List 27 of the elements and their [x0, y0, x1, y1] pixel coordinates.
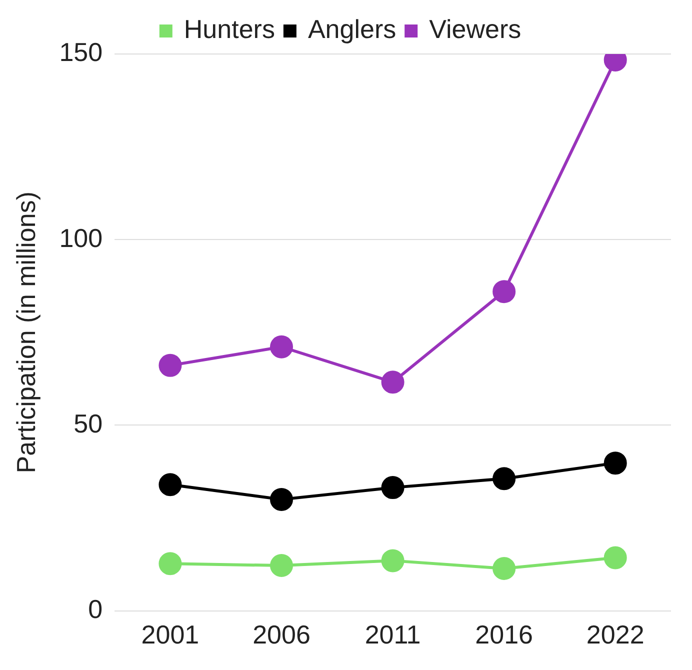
y-tick-label: 100 — [59, 222, 103, 253]
y-tick-label: 0 — [88, 594, 103, 624]
legend-label: Viewers — [429, 14, 522, 44]
x-tick-label: 2022 — [586, 620, 644, 650]
x-tick-label: 2001 — [141, 620, 200, 650]
legend-label: Anglers — [308, 14, 396, 44]
point — [492, 280, 516, 304]
x-tick-label: 2011 — [364, 620, 421, 650]
point — [381, 476, 404, 500]
point — [270, 335, 294, 358]
point — [604, 452, 627, 475]
legend-label: Hunters — [184, 14, 275, 44]
point — [381, 549, 404, 572]
y-tick-label: 150 — [59, 37, 103, 68]
point — [270, 488, 294, 511]
x-tick-label: 2006 — [252, 620, 310, 650]
point — [604, 546, 627, 570]
point — [381, 370, 404, 394]
point — [492, 556, 516, 580]
point — [270, 554, 294, 578]
point — [158, 354, 182, 377]
y-axis-title: Participation (in millions) — [10, 192, 41, 474]
x-tick-label: 2016 — [475, 620, 533, 650]
point — [492, 467, 516, 490]
point — [158, 473, 182, 496]
point — [158, 552, 182, 576]
y-tick-label: 50 — [74, 408, 103, 438]
